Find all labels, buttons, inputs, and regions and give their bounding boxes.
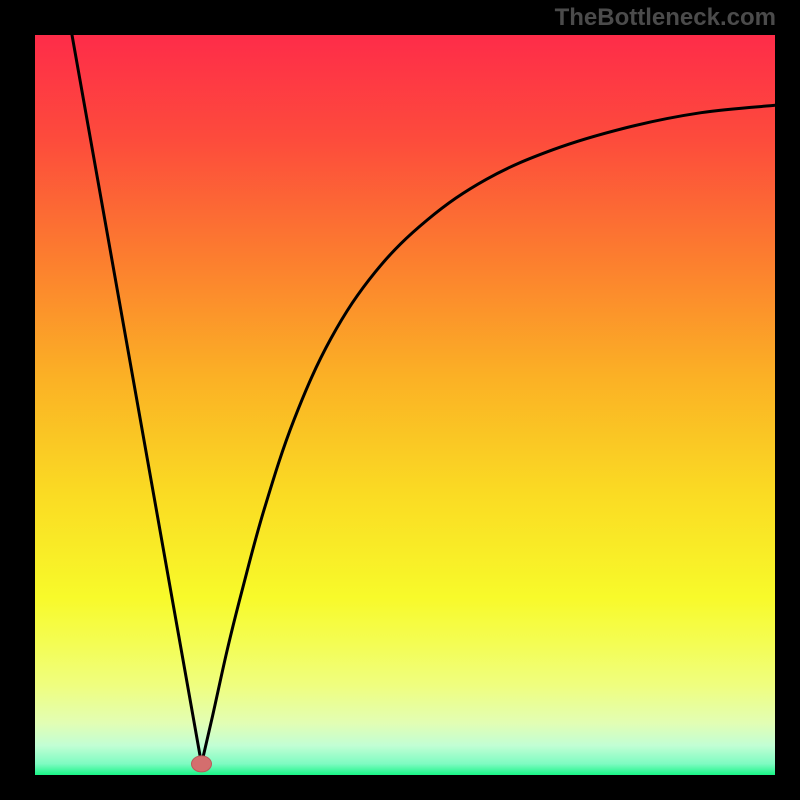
- chart-frame: TheBottleneck.com: [0, 0, 800, 800]
- plot-area: [35, 35, 775, 775]
- bottleneck-curve: [35, 35, 775, 775]
- minimum-marker: [192, 756, 212, 772]
- watermark-text: TheBottleneck.com: [555, 4, 776, 32]
